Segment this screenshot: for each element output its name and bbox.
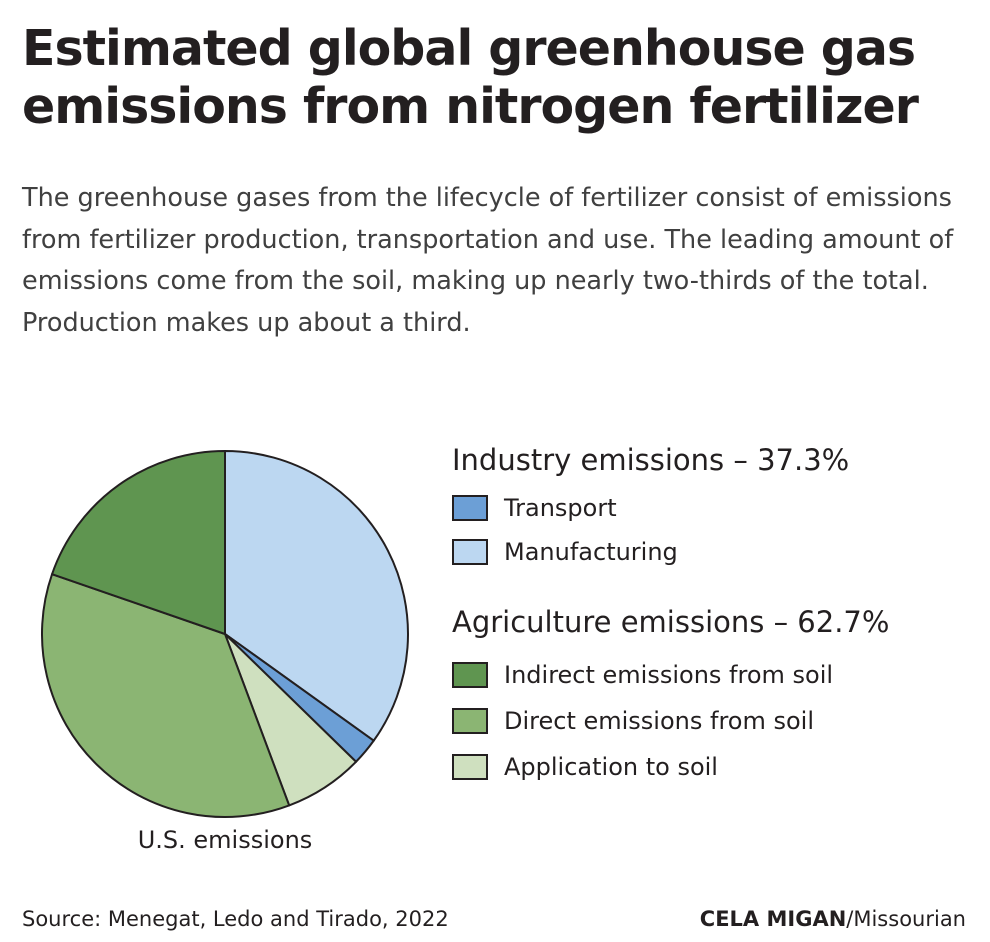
pie-caption: U.S. emissions [137, 826, 313, 854]
credit-org: /Missourian [846, 907, 966, 931]
legend-item-application-soil: Application to soil [452, 744, 972, 790]
pie-slice-direct-emissions-from-soil [41, 573, 291, 818]
legend-label-indirect-soil: Indirect emissions from soil [504, 661, 834, 689]
legend-label-transport: Transport [504, 494, 617, 522]
legend-item-indirect-soil: Indirect emissions from soil [452, 652, 972, 698]
legend-group-industry: Industry emissions – 37.3% Transport Man… [452, 440, 972, 574]
chart-title: Estimated global greenhouse gas emission… [22, 20, 919, 135]
legend-item-direct-soil: Direct emissions from soil [452, 698, 972, 744]
legend-swatch-application-soil [452, 754, 488, 780]
legend: Industry emissions – 37.3% Transport Man… [452, 440, 972, 790]
legend-swatch-transport [452, 495, 488, 521]
pie-svg [41, 450, 409, 818]
legend-group-title-agriculture: Agriculture emissions – 62.7% [452, 605, 890, 639]
pie-slice-indirect-emissions-from-soil [51, 450, 226, 635]
legend-label-application-soil: Application to soil [504, 753, 718, 781]
legend-group-agriculture: Agriculture emissions – 62.7% Indirect e… [452, 602, 972, 790]
pie-chart [30, 445, 420, 835]
legend-group-title-industry: Industry emissions – 37.3% [452, 443, 850, 477]
legend-swatch-indirect-soil [452, 662, 488, 688]
credit-name: CELA MIGAN [699, 907, 847, 931]
pie-slice-manufacturing [224, 450, 409, 742]
source-note: Source: Menegat, Ledo and Tirado, 2022 [22, 907, 449, 931]
legend-label-manufacturing: Manufacturing [504, 538, 678, 566]
legend-label-direct-soil: Direct emissions from soil [504, 707, 815, 735]
legend-swatch-direct-soil [452, 708, 488, 734]
chart-subtitle: The greenhouse gases from the lifecycle … [22, 183, 954, 338]
legend-swatch-manufacturing [452, 539, 488, 565]
legend-item-transport: Transport [452, 486, 972, 530]
legend-item-manufacturing: Manufacturing [452, 530, 972, 574]
credit: CELA MIGAN/Missourian [700, 907, 966, 931]
